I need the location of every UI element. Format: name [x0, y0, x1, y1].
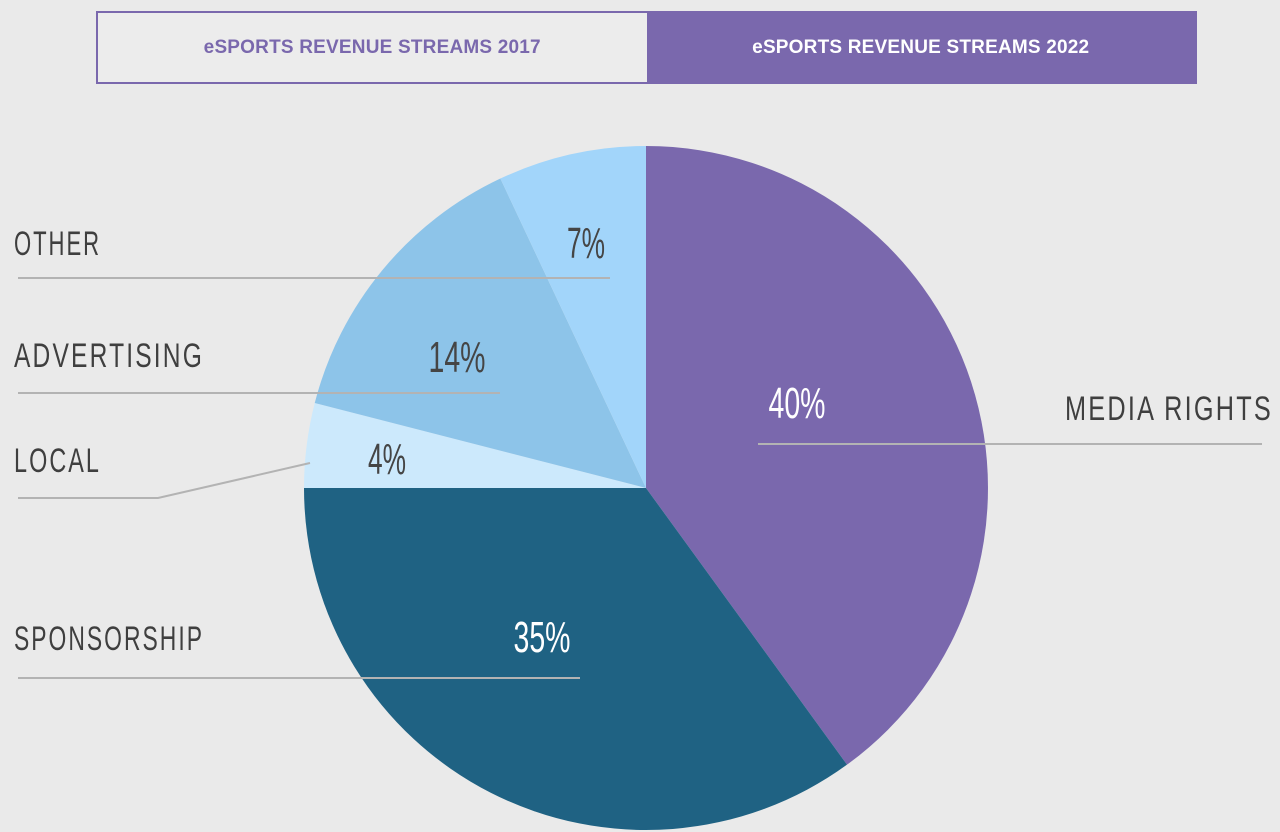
pie-slice-local — [304, 402, 646, 488]
tab-2017[interactable]: eSPORTS REVENUE STREAMS 2017 — [98, 13, 647, 82]
year-tabs: eSPORTS REVENUE STREAMS 2017 eSPORTS REV… — [96, 11, 1197, 84]
percent-label-other: 7% — [567, 219, 605, 268]
category-label-local: LOCAL — [14, 442, 101, 480]
pie-slice-sponsorship — [304, 488, 848, 830]
category-label-sponsorship: SPONSORSHIP — [14, 620, 204, 658]
pie-slice-other — [500, 146, 646, 488]
category-label-other: OTHER — [14, 225, 101, 263]
tab-2022[interactable]: eSPORTS REVENUE STREAMS 2022 — [646, 13, 1195, 82]
percent-label-advertising: 14% — [429, 333, 486, 382]
pie-slice-advertising — [314, 178, 646, 489]
pie-slice-media-rights — [646, 146, 988, 765]
category-label-media-rights: MEDIA RIGHTS — [1065, 390, 1273, 428]
percent-label-media-rights: 40% — [769, 379, 826, 428]
leader-line-local — [18, 462, 311, 499]
percent-label-local: 4% — [368, 435, 406, 484]
percent-label-sponsorship: 35% — [514, 613, 571, 662]
category-label-advertising: ADVERTISING — [14, 337, 204, 375]
